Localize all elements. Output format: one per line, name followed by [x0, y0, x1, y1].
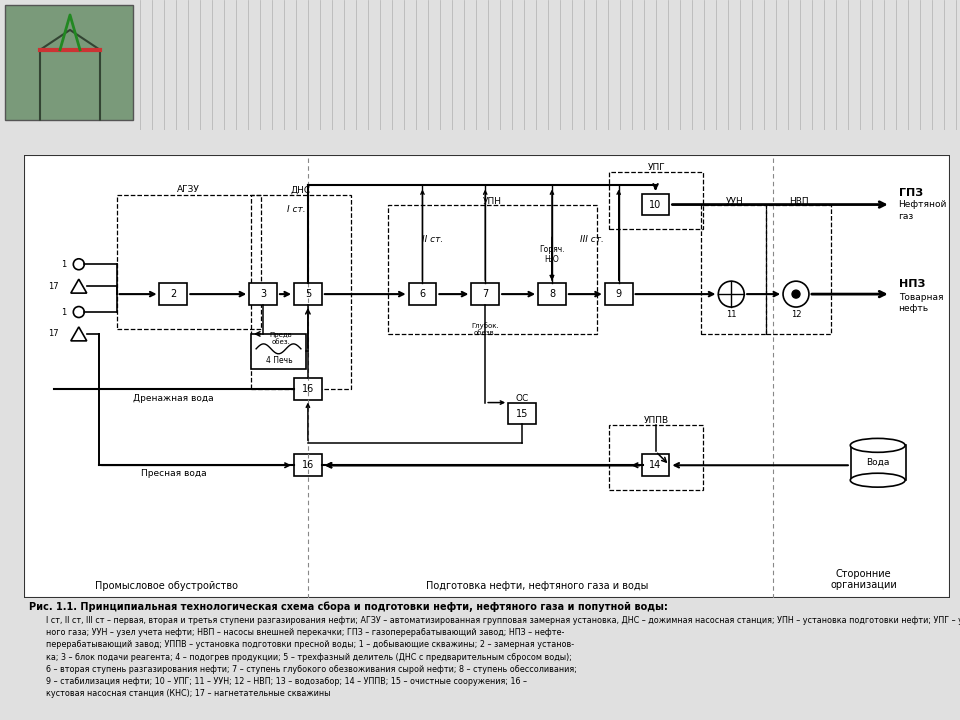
Bar [605, 283, 633, 305]
Bar [766, 204, 830, 334]
Text: 17: 17 [48, 282, 59, 291]
Circle shape [792, 290, 800, 298]
Text: II ст.: II ст. [421, 235, 443, 244]
Text: 9: 9 [615, 289, 622, 299]
Text: 5: 5 [304, 289, 311, 299]
Bar [159, 283, 187, 305]
Bar [641, 454, 669, 476]
Text: 1: 1 [61, 307, 67, 317]
Text: ОС: ОС [516, 394, 529, 403]
Text: 15: 15 [516, 408, 528, 418]
Bar [609, 171, 704, 230]
Text: 12: 12 [791, 310, 802, 318]
Text: I ст.: I ст. [287, 205, 305, 214]
Text: НВП: НВП [789, 197, 809, 206]
Bar [252, 334, 306, 369]
Text: 16: 16 [301, 460, 314, 470]
Bar [294, 283, 322, 305]
Text: Вода: Вода [866, 458, 889, 467]
Bar [117, 194, 261, 329]
Text: 6: 6 [420, 289, 425, 299]
Text: 3: 3 [260, 289, 266, 299]
Bar [508, 402, 536, 425]
Bar [252, 194, 350, 389]
Ellipse shape [851, 438, 905, 452]
Bar [702, 204, 766, 334]
Text: Пресная вода: Пресная вода [140, 469, 206, 477]
Text: УУН: УУН [726, 197, 743, 206]
Text: 1: 1 [61, 260, 67, 269]
Text: Предв
обез.: Предв обез. [270, 333, 293, 346]
Text: Рис. 1.1. Принципиальная технологическая схема сбора и подготовки нефти, нефтяно: Рис. 1.1. Принципиальная технологическая… [29, 601, 668, 611]
Text: III ст.: III ст. [580, 235, 604, 244]
Text: Нефтяной: Нефтяной [899, 200, 947, 209]
Text: 7: 7 [482, 289, 489, 299]
Bar [5, 5, 133, 120]
Bar [294, 454, 322, 476]
Text: НПЗ: НПЗ [899, 279, 925, 289]
Text: 16: 16 [301, 384, 314, 394]
Bar [851, 446, 905, 480]
Bar [641, 194, 669, 215]
Text: газ: газ [899, 212, 914, 221]
Text: 11: 11 [726, 310, 736, 318]
Bar [294, 378, 322, 400]
Bar [388, 204, 597, 334]
Ellipse shape [851, 473, 905, 487]
Text: нефть: нефть [899, 304, 928, 312]
Text: ГПЗ: ГПЗ [899, 188, 923, 197]
Text: Промысловое обустройство: Промысловое обустройство [95, 580, 238, 590]
Text: 4 Печь: 4 Печь [266, 356, 293, 365]
Text: 8: 8 [549, 289, 555, 299]
Bar [409, 283, 437, 305]
Text: Подготовка нефти, нефтяного газа и воды: Подготовка нефти, нефтяного газа и воды [426, 580, 648, 590]
Text: 10: 10 [649, 199, 661, 210]
Text: Товарная: Товарная [899, 292, 943, 302]
Bar [609, 426, 704, 490]
Text: УПН: УПН [483, 197, 502, 206]
Bar [250, 283, 277, 305]
Text: I ст, II ст, III ст – первая, вторая и третья ступени разгазирования нефти; АГЗУ: I ст, II ст, III ст – первая, вторая и т… [46, 616, 960, 698]
Text: Сторонние
организации: Сторонние организации [830, 569, 897, 590]
Text: Глубок.
обезв.: Глубок. обезв. [471, 322, 499, 336]
Text: АГЗУ: АГЗУ [177, 185, 200, 194]
Bar [471, 283, 499, 305]
Bar [538, 283, 565, 305]
Text: УППВ: УППВ [644, 416, 669, 425]
Text: УПГ: УПГ [648, 163, 665, 172]
Text: Дренажная вода: Дренажная вода [133, 394, 214, 403]
Text: ДНС: ДНС [291, 185, 311, 194]
Text: 2: 2 [170, 289, 177, 299]
Text: 17: 17 [48, 330, 59, 338]
Text: 14: 14 [649, 460, 661, 470]
Text: Горяч.
H₂O: Горяч. H₂O [540, 245, 564, 264]
